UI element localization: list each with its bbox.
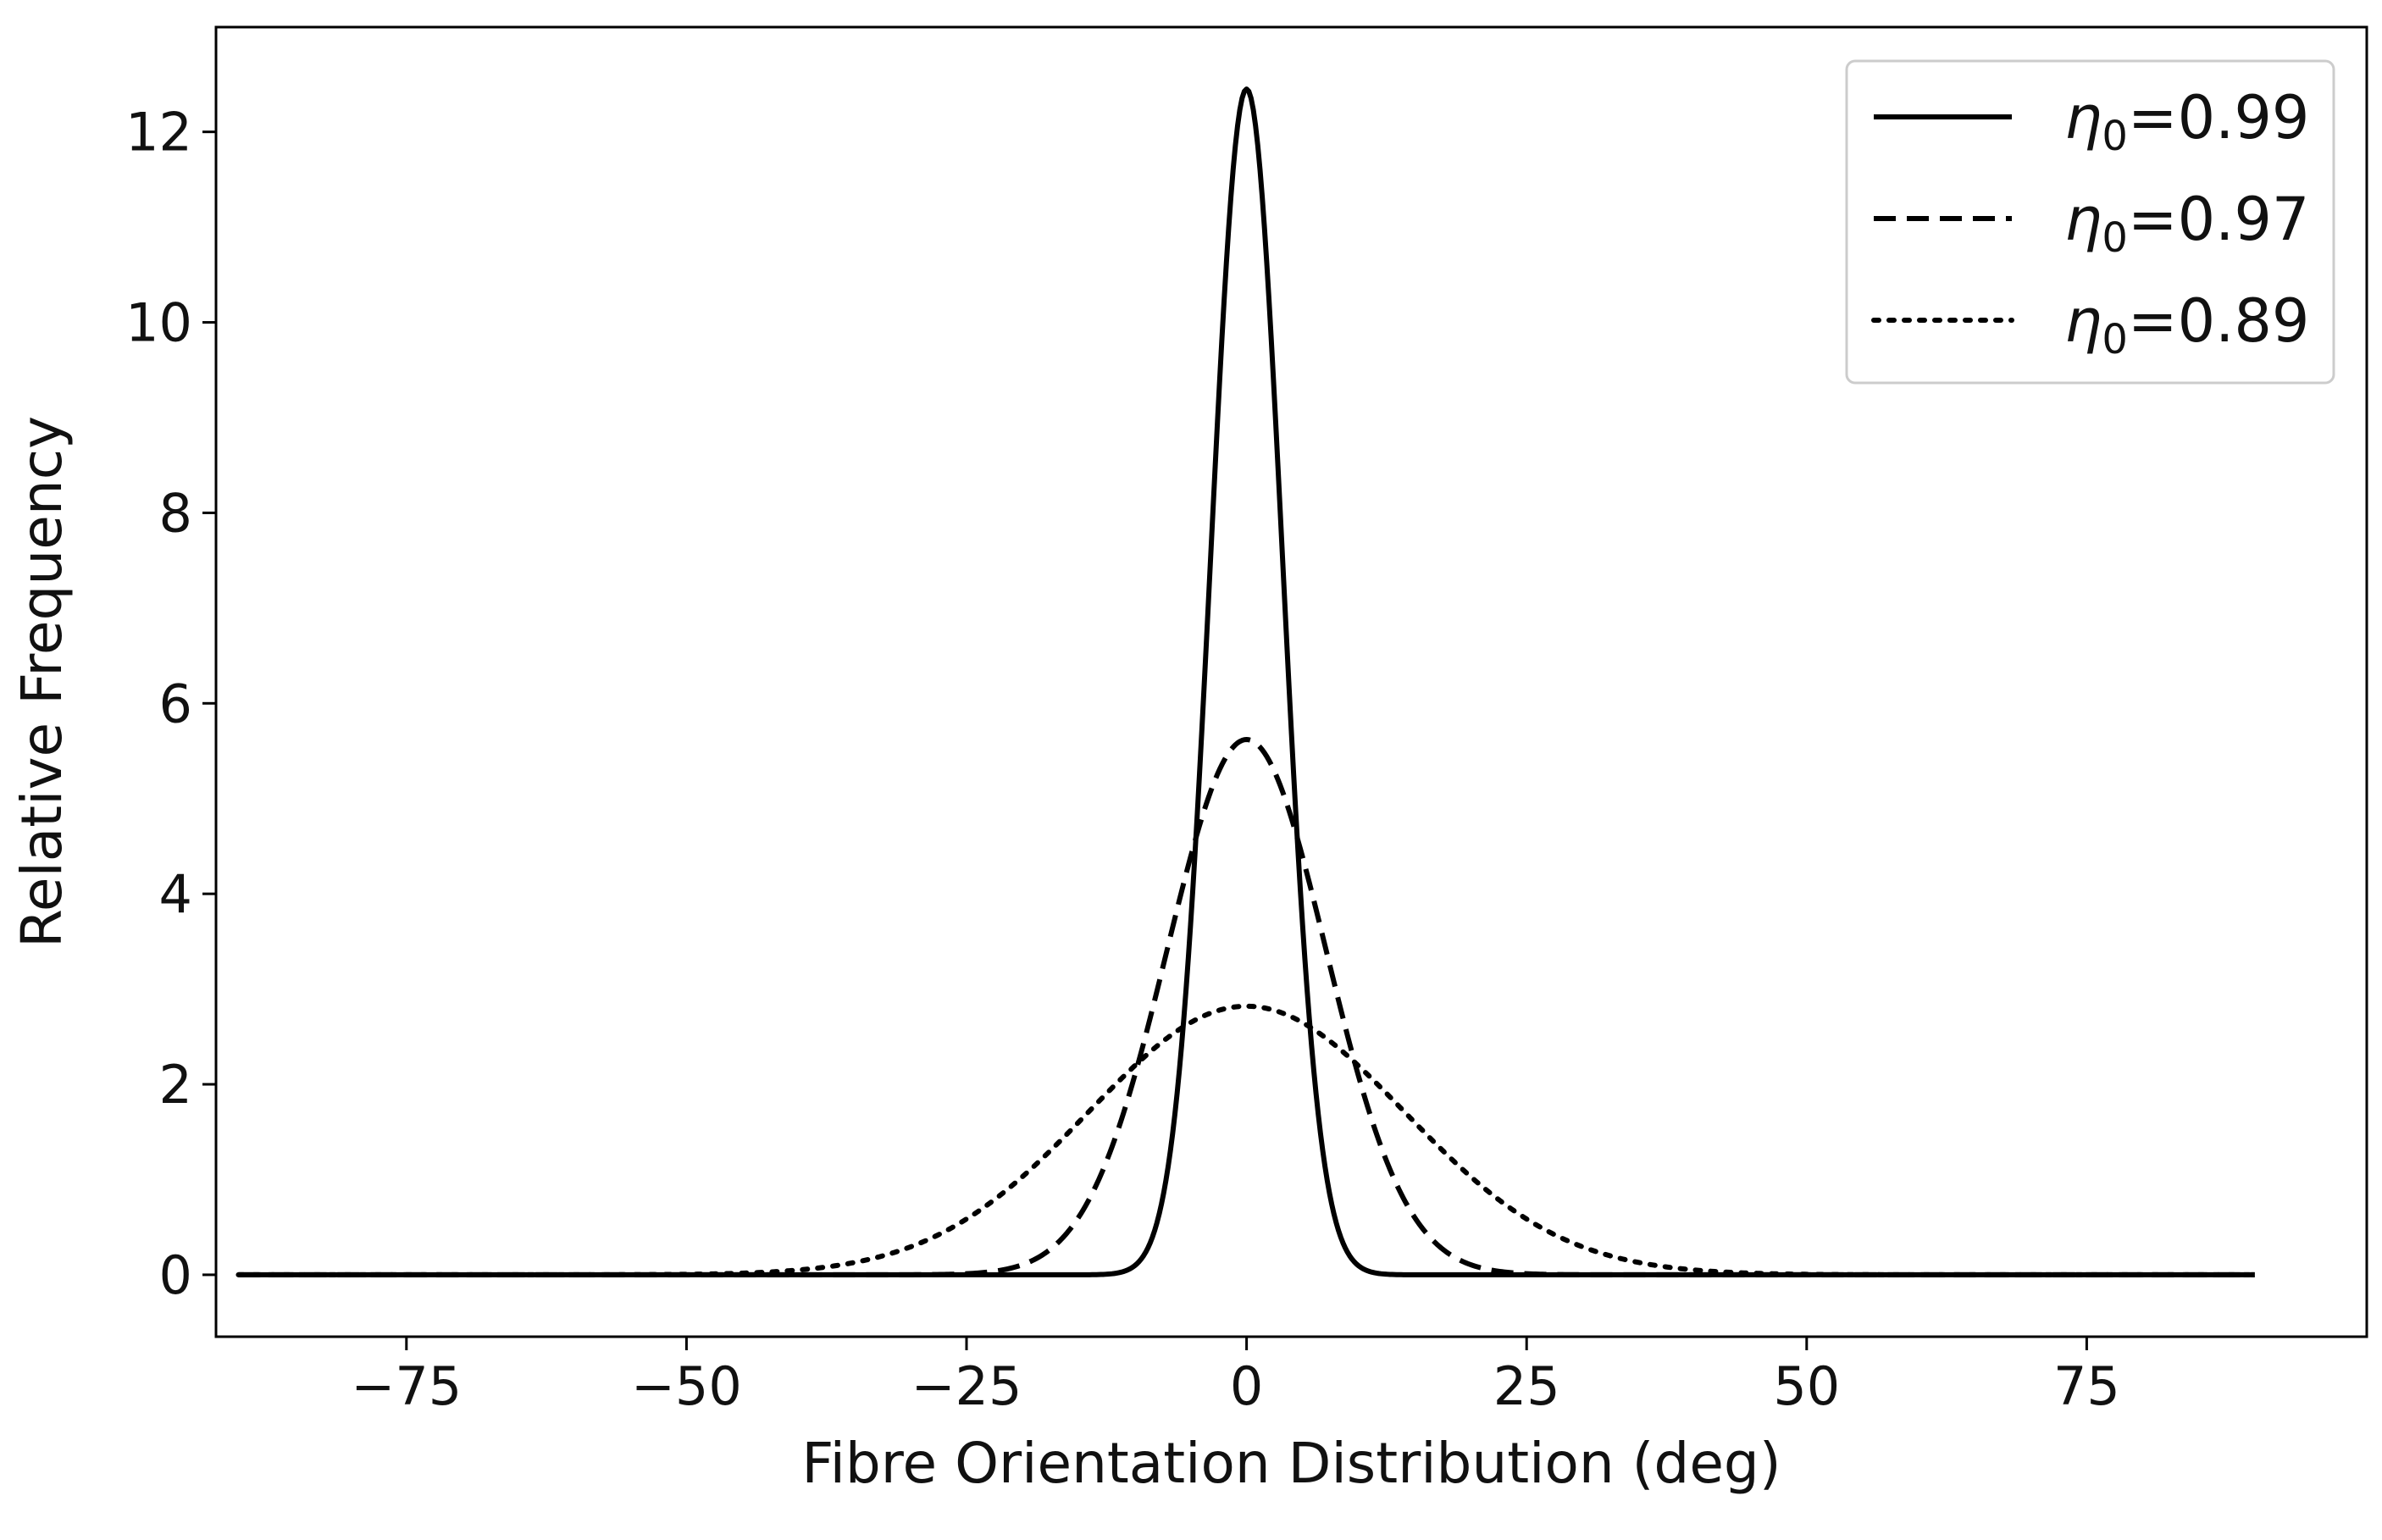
y-axis-label: Relative Frequency	[9, 416, 75, 948]
x-tick-label: 25	[1493, 1355, 1560, 1417]
x-axis: −75 −50 −25 0 25 50 75	[351, 1337, 2120, 1417]
x-tick-label: 50	[1773, 1355, 1840, 1417]
x-tick-label: −25	[911, 1355, 1022, 1417]
y-tick-label: 8	[159, 482, 192, 544]
legend: η0=0.99 η0=0.97 η0=0.89	[1845, 59, 2335, 385]
series-layer	[235, 86, 2257, 1277]
legend-label-1: η0=0.99	[2064, 83, 2309, 160]
y-tick-label: 4	[159, 863, 192, 925]
plot-area-frame	[214, 25, 2368, 1338]
y-tick-label: 10	[125, 292, 192, 354]
legend-label-2: η0=0.97	[2064, 185, 2309, 262]
legend-label-3: η0=0.89	[2064, 286, 2309, 363]
y-tick-label: 12	[125, 102, 192, 163]
x-tick-label: −75	[351, 1355, 462, 1417]
x-tick-label: 75	[2053, 1355, 2120, 1417]
y-axis: 0 2 4 6 8 10 12	[125, 102, 216, 1306]
x-tick-label: −50	[631, 1355, 742, 1417]
x-axis-label: Fibre Orientation Distribution (deg)	[801, 1431, 1781, 1496]
y-tick-label: 2	[159, 1054, 192, 1116]
y-tick-label: 6	[159, 673, 192, 734]
series-line-3	[235, 1003, 2257, 1277]
legend-frame	[1845, 59, 2335, 385]
x-tick-label: 0	[1230, 1355, 1263, 1417]
y-tick-label: 0	[159, 1244, 192, 1306]
